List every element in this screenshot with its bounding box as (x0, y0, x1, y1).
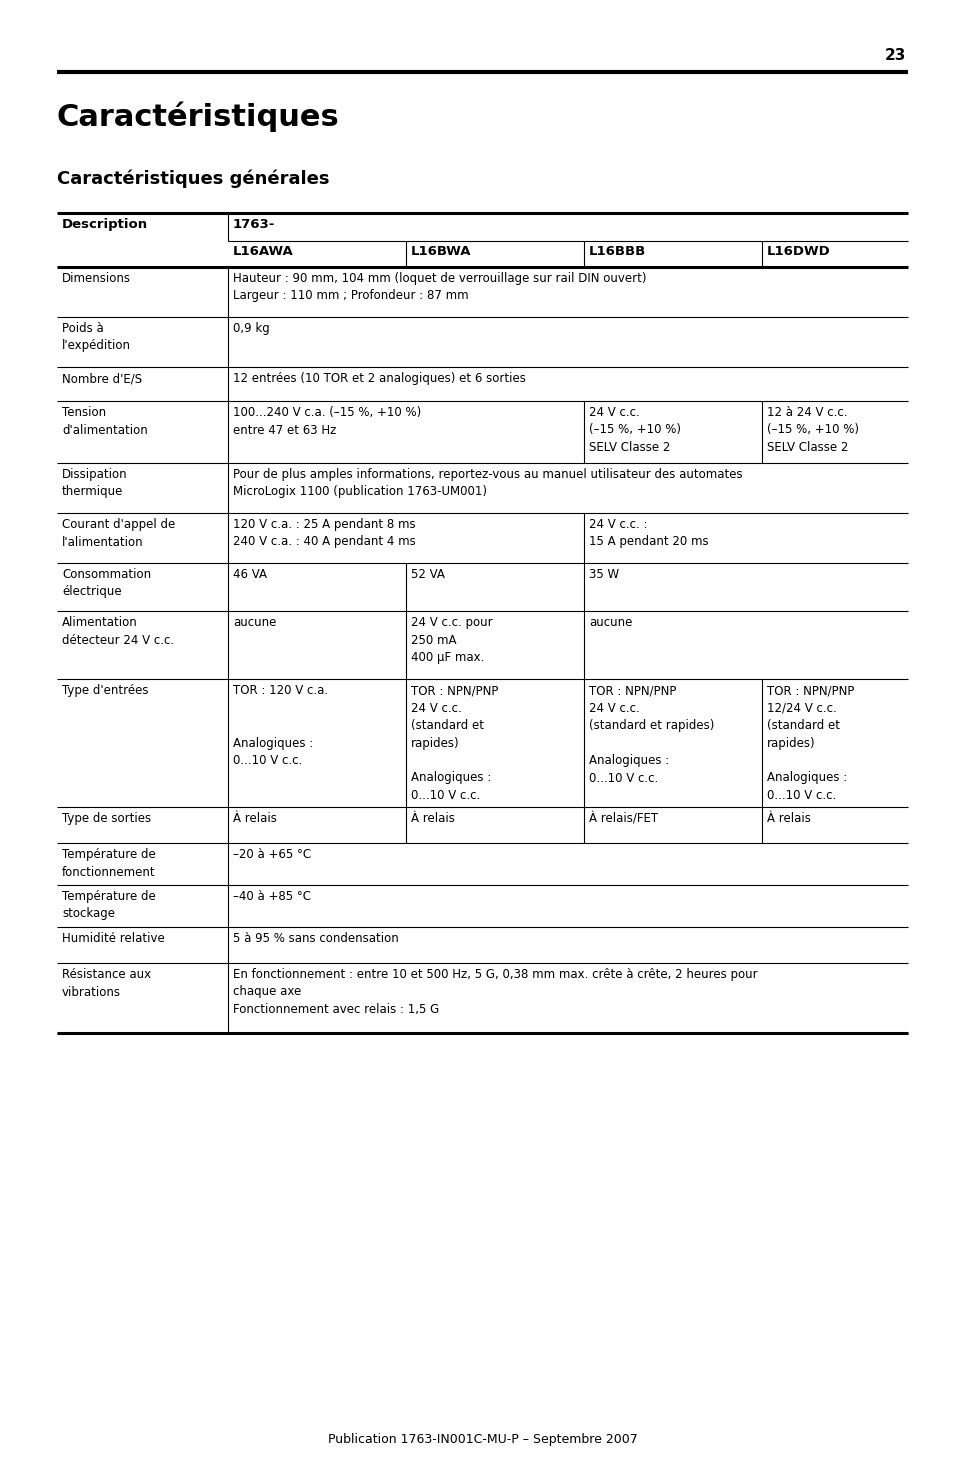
Text: Alimentation
détecteur 24 V c.c.: Alimentation détecteur 24 V c.c. (62, 617, 174, 646)
Text: 100...240 V c.a. (–15 %, +10 %)
entre 47 et 63 Hz: 100...240 V c.a. (–15 %, +10 %) entre 47… (233, 406, 421, 437)
Text: Caractéristiques: Caractéristiques (57, 102, 339, 133)
Text: Consommation
électrique: Consommation électrique (62, 568, 151, 599)
Text: TOR : 120 V c.a.


Analogiques :
0...10 V c.c.: TOR : 120 V c.a. Analogiques : 0...10 V … (233, 684, 328, 767)
Text: Poids à
l'expédition: Poids à l'expédition (62, 322, 131, 353)
Text: À relais: À relais (233, 813, 276, 825)
Text: Description: Description (62, 218, 148, 232)
Text: Température de
stockage: Température de stockage (62, 889, 155, 920)
Text: L16BWA: L16BWA (411, 245, 471, 258)
Text: À relais: À relais (411, 813, 455, 825)
Text: Résistance aux
vibrations: Résistance aux vibrations (62, 968, 151, 999)
Text: À relais/FET: À relais/FET (588, 813, 658, 825)
Text: Tension
d'alimentation: Tension d'alimentation (62, 406, 148, 437)
Text: 24 V c.c. :
15 A pendant 20 ms: 24 V c.c. : 15 A pendant 20 ms (588, 518, 708, 549)
Text: Pour de plus amples informations, reportez-vous au manuel utilisateur des automa: Pour de plus amples informations, report… (233, 468, 741, 499)
Text: Courant d'appel de
l'alimentation: Courant d'appel de l'alimentation (62, 518, 175, 549)
Text: 52 VA: 52 VA (411, 568, 444, 581)
Text: 12 à 24 V c.c.
(–15 %, +10 %)
SELV Classe 2: 12 à 24 V c.c. (–15 %, +10 %) SELV Class… (766, 406, 858, 454)
Text: 24 V c.c. pour
250 mA
400 µF max.: 24 V c.c. pour 250 mA 400 µF max. (411, 617, 492, 664)
Text: L16BBB: L16BBB (588, 245, 645, 258)
Text: Type de sorties: Type de sorties (62, 813, 151, 825)
Text: 1763-: 1763- (233, 218, 275, 232)
Text: –40 à +85 °C: –40 à +85 °C (233, 889, 311, 903)
Text: 5 à 95 % sans condensation: 5 à 95 % sans condensation (233, 932, 398, 945)
Text: 12 entrées (10 TOR et 2 analogiques) et 6 sorties: 12 entrées (10 TOR et 2 analogiques) et … (233, 372, 525, 385)
Text: Caractéristiques générales: Caractéristiques générales (57, 170, 329, 189)
Text: 24 V c.c.
(–15 %, +10 %)
SELV Classe 2: 24 V c.c. (–15 %, +10 %) SELV Classe 2 (588, 406, 680, 454)
Text: 46 VA: 46 VA (233, 568, 267, 581)
Text: 35 W: 35 W (588, 568, 618, 581)
Text: aucune: aucune (588, 617, 632, 628)
Text: TOR : NPN/PNP
12/24 V c.c.
(standard et
rapides)

Analogiques :
0...10 V c.c.: TOR : NPN/PNP 12/24 V c.c. (standard et … (766, 684, 854, 802)
Text: aucune: aucune (233, 617, 276, 628)
Text: Hauteur : 90 mm, 104 mm (loquet de verrouillage sur rail DIN ouvert)
Largeur : 1: Hauteur : 90 mm, 104 mm (loquet de verro… (233, 271, 646, 302)
Text: 0,9 kg: 0,9 kg (233, 322, 270, 335)
Text: –20 à +65 °C: –20 à +65 °C (233, 848, 311, 861)
Text: Humidité relative: Humidité relative (62, 932, 165, 945)
Text: Dissipation
thermique: Dissipation thermique (62, 468, 128, 499)
Text: TOR : NPN/PNP
24 V c.c.
(standard et rapides)

Analogiques :
0...10 V c.c.: TOR : NPN/PNP 24 V c.c. (standard et rap… (588, 684, 714, 785)
Text: Nombre d'E/S: Nombre d'E/S (62, 372, 142, 385)
Text: TOR : NPN/PNP
24 V c.c.
(standard et
rapides)

Analogiques :
0...10 V c.c.: TOR : NPN/PNP 24 V c.c. (standard et rap… (411, 684, 497, 802)
Text: À relais: À relais (766, 813, 810, 825)
Text: En fonctionnement : entre 10 et 500 Hz, 5 G, 0,38 mm max. crête à crête, 2 heure: En fonctionnement : entre 10 et 500 Hz, … (233, 968, 757, 1016)
Text: Type d'entrées: Type d'entrées (62, 684, 149, 698)
Text: Publication 1763-IN001C-MU-P – Septembre 2007: Publication 1763-IN001C-MU-P – Septembre… (327, 1434, 637, 1446)
Text: Température de
fonctionnement: Température de fonctionnement (62, 848, 155, 879)
Text: L16AWA: L16AWA (233, 245, 294, 258)
Text: 120 V c.a. : 25 A pendant 8 ms
240 V c.a. : 40 A pendant 4 ms: 120 V c.a. : 25 A pendant 8 ms 240 V c.a… (233, 518, 416, 549)
Text: L16DWD: L16DWD (766, 245, 830, 258)
Text: Dimensions: Dimensions (62, 271, 131, 285)
Text: 23: 23 (883, 49, 905, 63)
